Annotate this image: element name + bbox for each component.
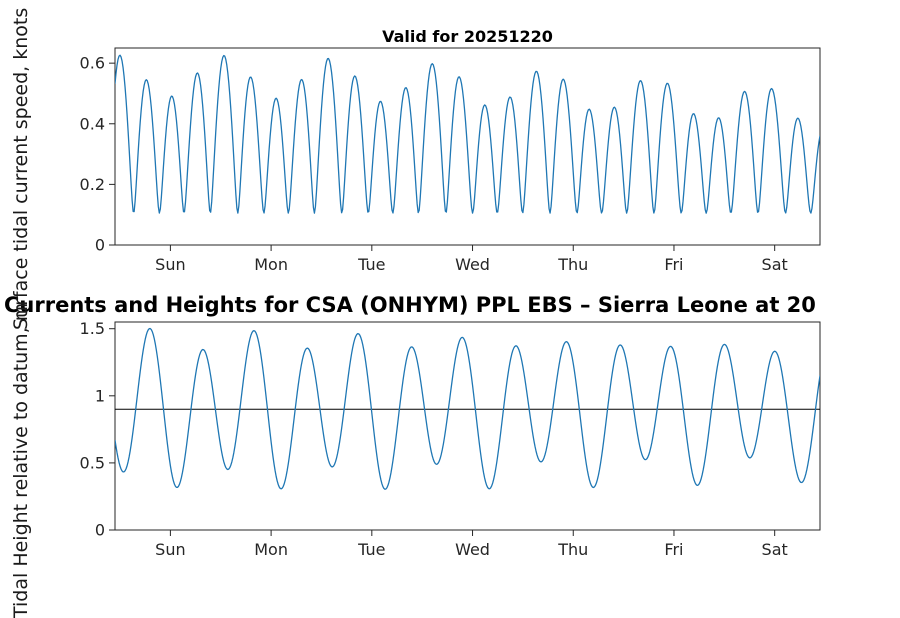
x-tick-label: Mon	[254, 540, 288, 559]
x-tick-label: Fri	[664, 540, 683, 559]
current-speed-chart: 0 0.2 0.4 0.6 Sun Mon Tue Wed Thu Fri Sat	[80, 47, 821, 274]
y-tick-label: 0	[95, 236, 105, 255]
y-axis-label-current-speed: Surface tidal current speed, knots	[10, 7, 32, 330]
y-tick-label: 0.2	[80, 175, 105, 194]
tide-charts-canvas: 0 0.2 0.4 0.6 Sun Mon Tue Wed Thu Fri Sat 0 0.5 1 1.5…	[80, 47, 821, 559]
plot-box	[114, 47, 821, 246]
x-tick-label: Sun	[155, 540, 185, 559]
x-tick-label: Tue	[357, 255, 385, 274]
tidal-height-chart: 0 0.5 1 1.5 Sun Mon Tue Wed Thu Fri Sat	[80, 319, 821, 559]
x-tick-label: Sat	[762, 540, 788, 559]
y-tick-label: 0.6	[80, 54, 105, 73]
x-tick-label: Sat	[762, 255, 788, 274]
x-tick-label: Wed	[455, 540, 490, 559]
y-tick-label: 0.4	[80, 114, 105, 133]
x-tick-label: Sun	[155, 255, 185, 274]
top-chart-title: Valid for 20251220	[382, 27, 553, 46]
x-tick-label: Tue	[357, 540, 385, 559]
y-axis-label-tidal-height: Tidal Height relative to datum, m	[10, 302, 32, 618]
x-tick-label: Fri	[664, 255, 683, 274]
x-tick-label: Thu	[557, 255, 588, 274]
x-tick-label: Thu	[557, 540, 588, 559]
x-tick-label: Wed	[455, 255, 490, 274]
x-tick-label: Mon	[254, 255, 288, 274]
plot-box	[114, 321, 821, 531]
y-tick-label: 1.5	[80, 319, 105, 338]
tide-series-line	[115, 54, 820, 214]
tide-series-line	[115, 327, 820, 490]
y-tick-label: 1	[95, 386, 105, 405]
page-title: Currents and Heights for CSA (ONHYM) PPL…	[4, 293, 816, 317]
y-tick-label: 0	[95, 521, 105, 540]
y-tick-label: 0.5	[80, 453, 105, 472]
